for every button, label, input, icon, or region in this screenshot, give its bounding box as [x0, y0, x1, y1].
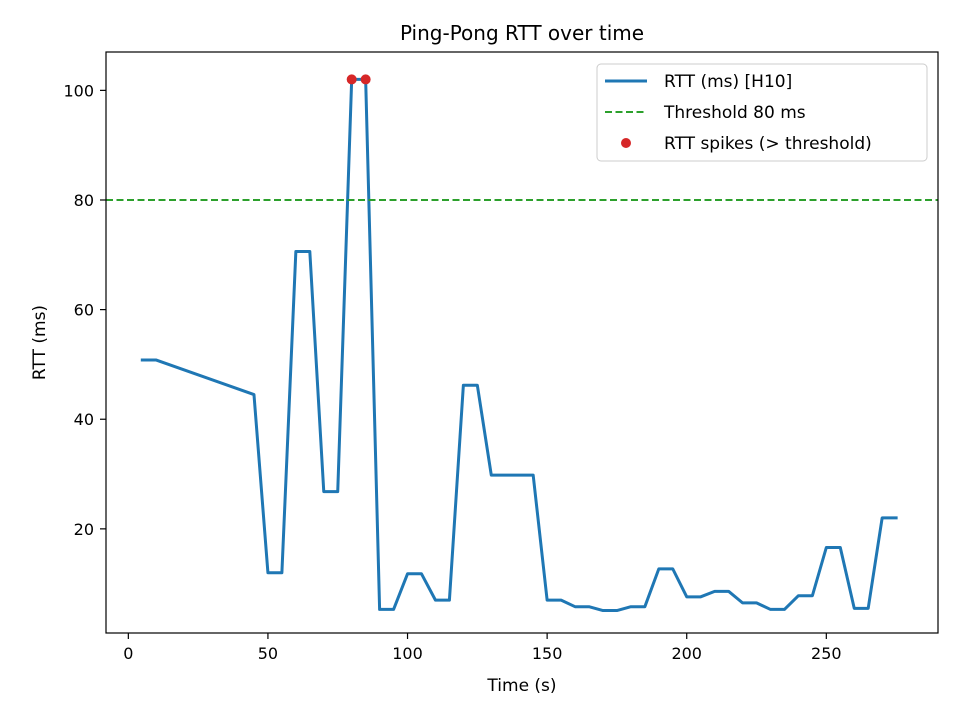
- plot-area: [105, 51, 939, 634]
- legend-swatch-spikes: [621, 138, 631, 148]
- y-tick-label: 20: [74, 520, 94, 539]
- y-tick-label: 80: [74, 191, 94, 210]
- x-tick-label: 250: [811, 644, 842, 663]
- spike-point: [346, 74, 357, 85]
- chart-title: Ping-Pong RTT over time: [400, 21, 644, 45]
- y-tick-label: 60: [74, 301, 94, 320]
- spike-point: [360, 74, 371, 85]
- legend: RTT (ms) [H10] Threshold 80 ms RTT spikes …: [596, 63, 928, 162]
- x-tick-label: 100: [392, 644, 423, 663]
- legend-entry-label: Threshold 80 ms: [663, 103, 806, 123]
- legend-box: [596, 63, 928, 162]
- x-tick-label: 200: [671, 644, 702, 663]
- y-tick-label: 40: [74, 410, 94, 429]
- x-axis: 0 50 100 150 200 250: [123, 633, 842, 663]
- legend-entry-label: RTT spikes (> threshold): [664, 134, 872, 154]
- plot-frame: [105, 51, 939, 634]
- legend-entry-label: RTT (ms) [H10]: [664, 72, 792, 92]
- x-axis-label: Time (s): [486, 676, 556, 696]
- x-tick-label: 150: [532, 644, 563, 663]
- y-axis: 20 40 60 80 100: [63, 81, 106, 539]
- y-tick-label: 100: [63, 81, 94, 100]
- series-line-rtt: [140, 77, 898, 613]
- y-axis-label: RTT (ms): [30, 305, 50, 380]
- x-tick-label: 0: [123, 644, 133, 663]
- x-tick-label: 50: [258, 644, 278, 663]
